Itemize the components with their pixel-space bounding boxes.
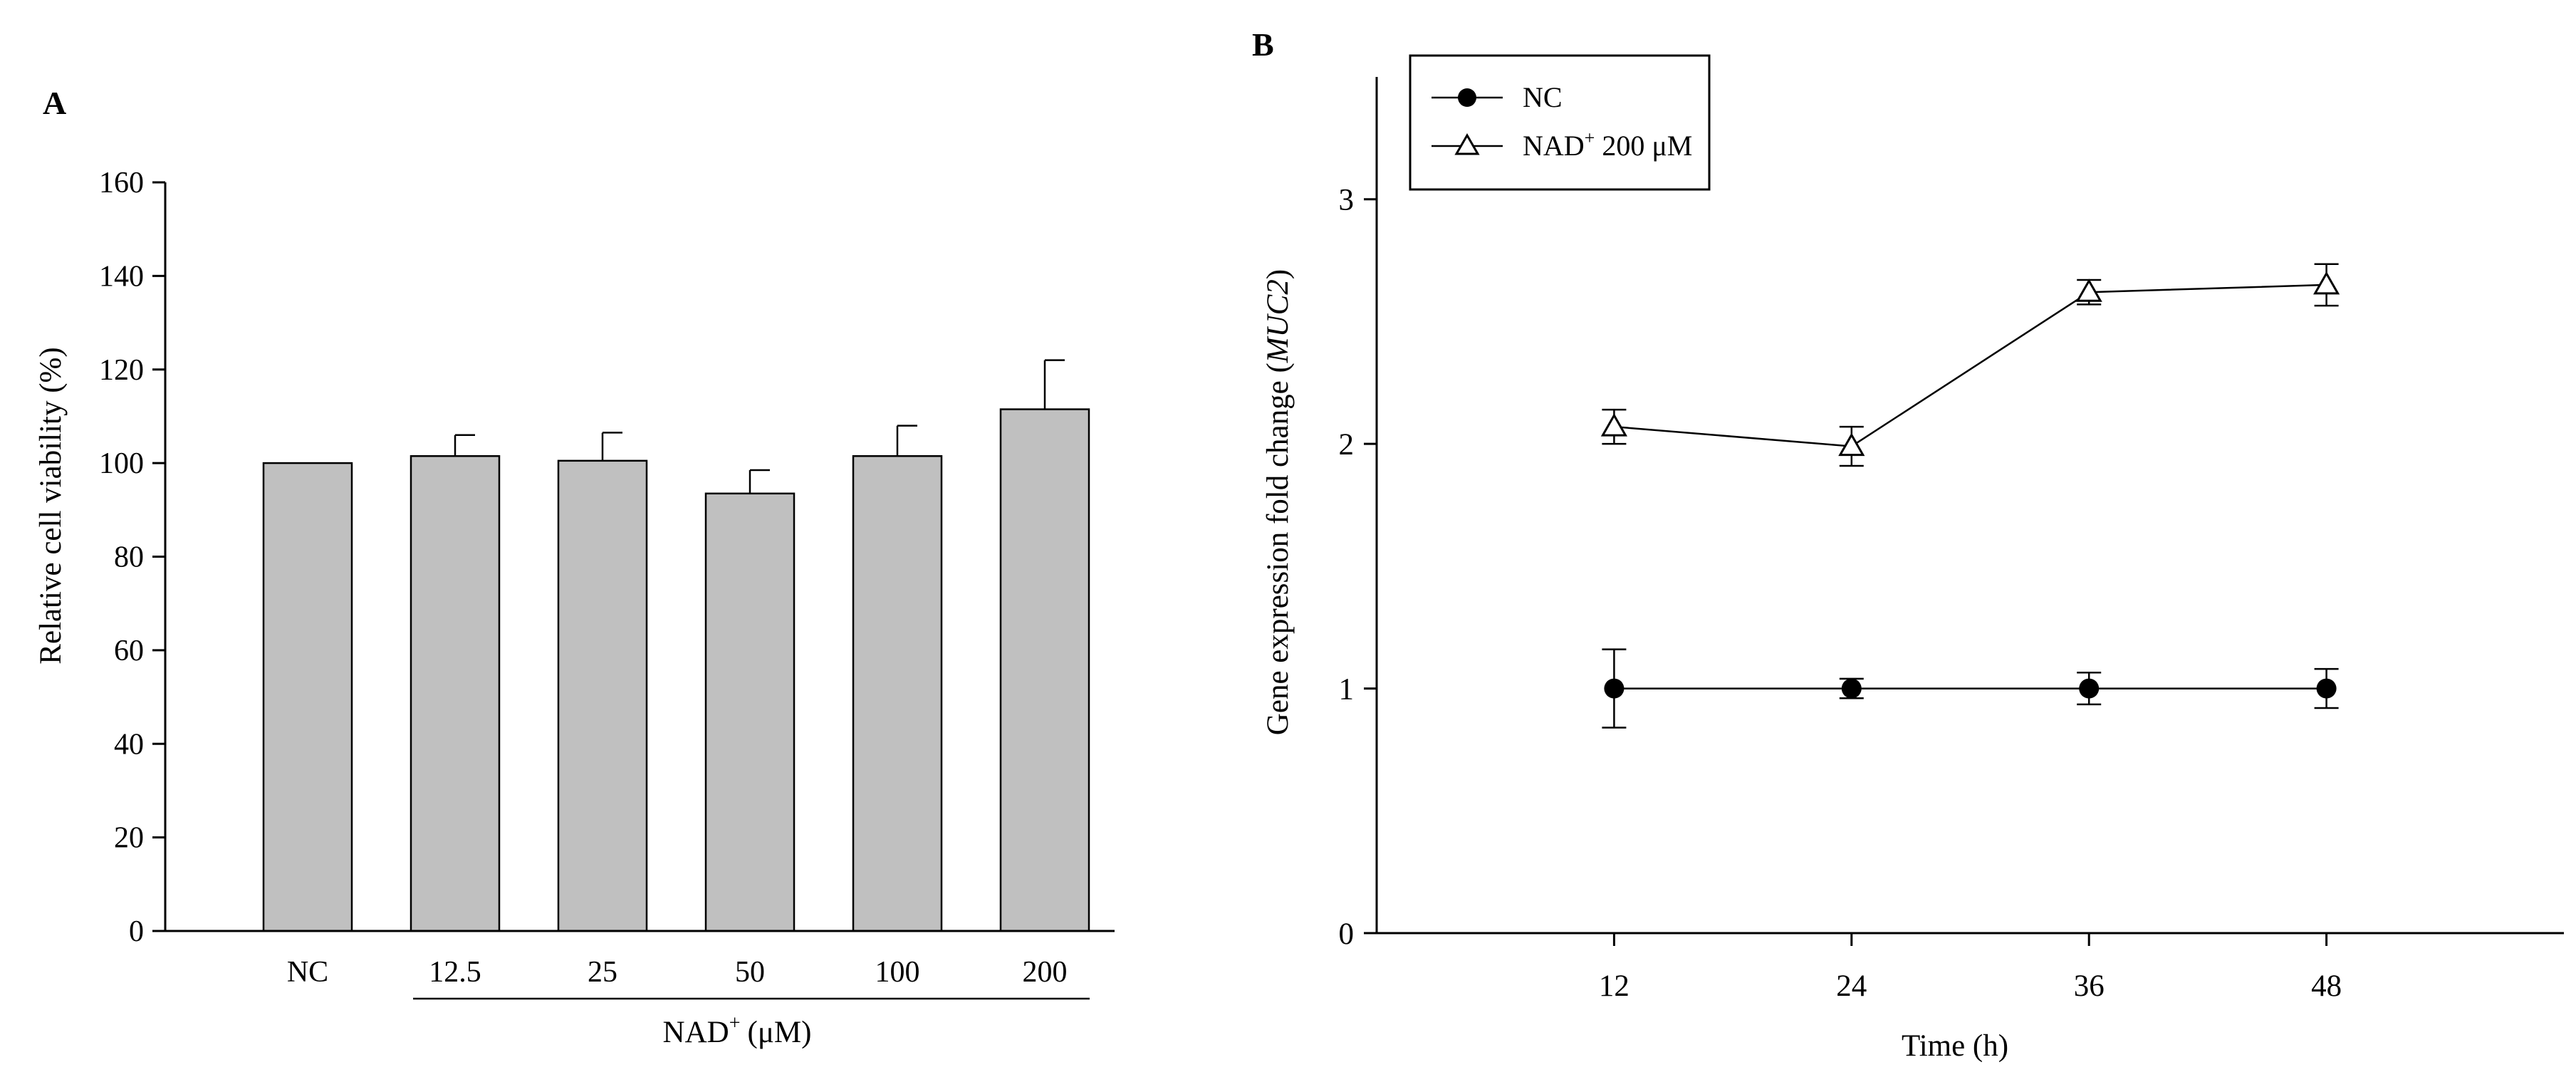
series-0-point — [2079, 678, 2100, 699]
panel-b-x-axis-label: Time (h) — [1902, 1029, 2008, 1063]
series-1-point — [2313, 271, 2340, 295]
legend-nad-marker — [1454, 132, 1480, 155]
legend-frame — [1409, 54, 1711, 191]
bar-NC — [262, 462, 353, 932]
series-0-point — [1841, 678, 1862, 699]
panel-a-y-tick-label: 40 — [114, 728, 144, 761]
panel-a-y-ticks: 0 20 40 60 80 100 120 140 160 — [99, 167, 165, 948]
x-tick-label-12.5: 12.5 — [429, 956, 481, 989]
series-0-point — [1604, 678, 1625, 699]
panel-a-y-axis-label: Relative cell viability (%) — [34, 347, 68, 664]
bar-25 — [557, 459, 648, 932]
panel-a-x-label-nad: NAD — [663, 1016, 729, 1049]
panel-b-x-tick-label: 36 — [2074, 969, 2105, 1003]
panel-a-x-label-sup: + — [729, 1012, 741, 1034]
panel-a-letter: A — [43, 85, 66, 121]
panel-b-x-tick-label: 24 — [1836, 969, 1867, 1003]
panel-a-y-tick-label: 80 — [114, 541, 144, 574]
panel-a-y-tick-label: 160 — [99, 167, 144, 199]
legend-nad-label-sup: + — [1585, 128, 1595, 148]
panel-b-x-tick-label: 48 — [2311, 969, 2342, 1003]
legend-nc-label: NC — [1523, 81, 1563, 113]
panel-b-y-tick-label: 2 — [1339, 428, 1355, 462]
x-tick-label-200: 200 — [1023, 956, 1068, 989]
series-1-point — [2075, 279, 2102, 302]
x-tick-label-25: 25 — [588, 956, 617, 989]
series-0-point — [2316, 678, 2337, 699]
panel-a-x-label-unit: (μM) — [748, 1016, 812, 1049]
panel-b-x-tick-label: 12 — [1599, 969, 1629, 1003]
panel-a-bars — [262, 359, 1090, 932]
bar-50 — [704, 492, 796, 932]
panel-a-y-tick-label: 20 — [114, 822, 144, 855]
legend-nad-label: NAD+ 200 μM — [1523, 128, 1692, 162]
panel-b-y-axis-label: Gene expression fold change (MUC2) — [1261, 269, 1295, 735]
panel-a-y-tick-label: 60 — [114, 635, 144, 667]
panel-b-y-tick-label: 0 — [1339, 917, 1355, 951]
panel-a-y-tick-label: 0 — [129, 915, 144, 948]
bar-12.5 — [410, 455, 501, 932]
panel-a-bar-chart: A Relative cell viability (%) 0 20 40 60 80 1… — [34, 85, 1115, 1049]
bar-100 — [852, 455, 943, 932]
panel-b-y-label-main: Gene expression fold change ( — [1261, 363, 1295, 735]
x-tick-label-100: 100 — [875, 956, 920, 989]
bar-200 — [999, 408, 1090, 932]
panel-b-line-chart: B Gene expression fold change (MUC2) 012… — [1252, 26, 2564, 1063]
panel-a-x-axis-label: NAD+ (μM) — [663, 1012, 812, 1049]
panel-b-x-ticks: 12 24 36 48 — [1599, 933, 2342, 1003]
panel-a-y-tick-label: 120 — [99, 354, 144, 387]
panel-b-letter: B — [1252, 26, 1274, 63]
legend-nad-label-base: NAD — [1523, 130, 1585, 162]
panel-b-legend: NC NAD+ 200 μM — [1409, 54, 1711, 191]
panel-a-y-tick-label: 140 — [99, 260, 144, 293]
legend-nc-marker — [1458, 88, 1476, 107]
panel-a-x-tick-labels: NC 12.5 25 50 100 200 — [287, 956, 1068, 989]
panel-b-series — [1600, 263, 2340, 729]
panel-b-y-label-gene: MUC2 — [1261, 279, 1295, 363]
panel-b-y-tick-label: 1 — [1339, 673, 1355, 707]
panel-b-y-tick-label: 3 — [1339, 184, 1355, 217]
series-1-point — [1600, 413, 1627, 437]
panel-b-y-ticks: 0 1 2 3 — [1339, 184, 1377, 951]
panel-a-y-tick-label: 100 — [99, 447, 144, 480]
series-1-point — [1838, 432, 1865, 457]
panel-b-y-label-end: ) — [1261, 269, 1295, 279]
legend-nad-label-rest: 200 μM — [1595, 130, 1692, 162]
series-line-1 — [1614, 283, 2327, 447]
x-tick-label-NC: NC — [287, 956, 328, 989]
x-tick-label-50: 50 — [735, 956, 765, 989]
